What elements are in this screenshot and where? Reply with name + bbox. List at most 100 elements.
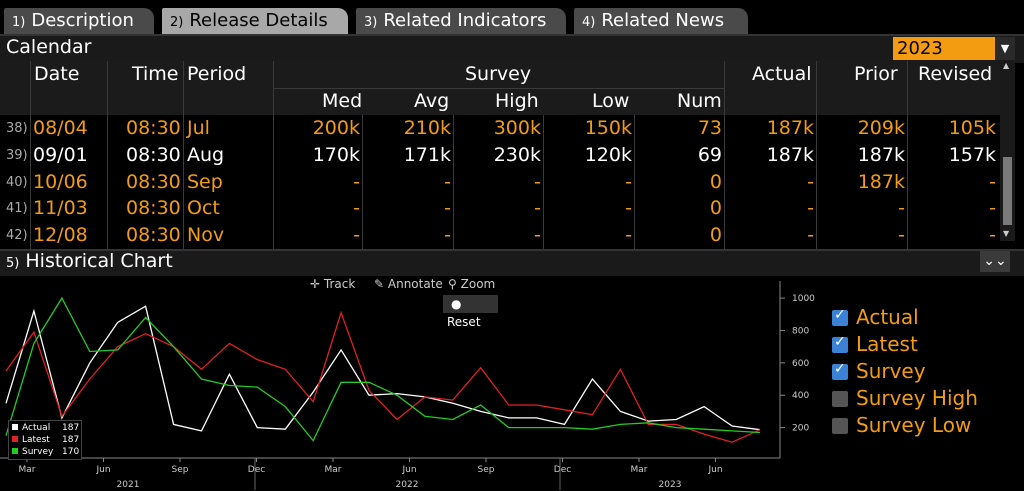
legend-checkbox[interactable]: [832, 418, 848, 434]
legend-item-label[interactable]: Actual: [856, 305, 919, 329]
cell-med: -: [353, 170, 360, 193]
col-high[interactable]: High: [495, 90, 539, 112]
cell-actual: -: [807, 224, 814, 247]
legend-value: 187: [62, 423, 80, 433]
reset-button[interactable]: ● Reset: [443, 295, 498, 329]
cell-med: -: [353, 197, 360, 220]
legend-checkbox[interactable]: [832, 334, 848, 353]
legend-item-label[interactable]: Latest: [856, 332, 918, 356]
x-tick-label: Mar: [19, 465, 36, 475]
chevron-down-icon[interactable]: ▼: [995, 37, 1015, 60]
scroll-up-icon[interactable]: ▲: [1003, 61, 1010, 70]
tab-number: 2): [170, 15, 184, 30]
cell-prior: 187k: [857, 170, 905, 193]
x-tick-label: Mar: [631, 465, 648, 475]
cell-period: Nov: [187, 224, 225, 247]
col-time[interactable]: Time: [132, 63, 179, 85]
cell-n: 39): [6, 147, 28, 163]
x-tick-label: Sep: [478, 465, 495, 475]
x-tick-label: Sep: [172, 465, 189, 475]
series-line-actual: [5, 305, 761, 432]
legend-item-label[interactable]: Survey High: [856, 386, 978, 410]
cell-n: 42): [6, 228, 28, 244]
col-prior[interactable]: Prior: [854, 63, 898, 85]
cell-date: 09/01: [33, 143, 88, 166]
legend-checkbox[interactable]: [832, 391, 848, 407]
track-button[interactable]: ✛ Track: [310, 277, 355, 291]
col-date[interactable]: Date: [34, 63, 80, 85]
year-label: 2023: [659, 480, 682, 490]
table-row[interactable]: 40) 10/06 08:30 Sep - - - - 0 - 187k -: [0, 169, 1000, 196]
table-row[interactable]: 39) 09/01 08:30 Aug 170k 171k 230k 120k 69 187k 18…: [0, 142, 1000, 169]
y-tick-label: 200: [792, 424, 809, 434]
cell-avg: -: [444, 170, 451, 193]
year-select[interactable]: 2023: [893, 37, 995, 60]
legend-checkbox[interactable]: [832, 307, 848, 326]
table-scrollbar[interactable]: ▲ ▼: [1000, 61, 1015, 241]
x-tick-label: Mar: [325, 465, 342, 475]
zoom-button[interactable]: ⚲ Zoom: [448, 277, 495, 291]
cell-med: -: [353, 224, 360, 247]
cell-date: 10/06: [33, 170, 88, 193]
col-survey: Survey: [465, 63, 532, 85]
table-row[interactable]: 42) 12/08 08:30 Nov - - - - 0 - - -: [0, 222, 1000, 249]
tab-related-news[interactable]: 4) Related News: [574, 8, 748, 34]
col-avg[interactable]: Avg: [414, 90, 450, 112]
cell-period: Sep: [187, 170, 223, 193]
cell-low: -: [625, 170, 632, 193]
collapse-chevron-icon[interactable]: ⌄⌄: [980, 251, 1010, 272]
reset-icon: ●: [451, 297, 462, 311]
cell-high: 300k: [493, 117, 541, 139]
legend-value: 170: [62, 447, 80, 457]
cell-actual: 187k: [766, 143, 814, 166]
scroll-down-icon[interactable]: ▼: [1003, 229, 1010, 238]
tab-bar: 1) Description 2) Release Details 3) Relate…: [0, 0, 1024, 34]
cell-num: 73: [697, 117, 722, 139]
table-row[interactable]: 41) 11/03 08:30 Oct - - - - 0 - - -: [0, 195, 1000, 222]
tab-release-details[interactable]: 2) Release Details: [162, 8, 348, 34]
cell-time: 08:30: [126, 197, 181, 220]
inner-legend-item: Latest 187: [12, 435, 79, 445]
cell-low: -: [625, 224, 632, 247]
historical-line-chart[interactable]: 200 400 600 800 1000 Mar Jun Sep Dec Mar Jun Sep Dec…: [0, 276, 820, 491]
y-tick-label: 800: [792, 326, 809, 336]
tab-label: Related News: [601, 10, 725, 31]
y-tick-label: 600: [792, 359, 809, 369]
col-num[interactable]: Num: [677, 90, 722, 112]
legend-item-label[interactable]: Survey Low: [856, 413, 972, 437]
col-low[interactable]: Low: [592, 90, 630, 112]
inner-legend-item: Actual 187: [12, 423, 79, 433]
cell-num: 0: [709, 224, 722, 247]
cell-prior: -: [898, 197, 905, 220]
col-med[interactable]: Med: [322, 90, 363, 112]
tab-description[interactable]: 1) Description: [4, 8, 154, 34]
cell-time: 08:30: [126, 117, 181, 139]
col-period[interactable]: Period: [187, 63, 247, 85]
year-label: 2022: [396, 480, 419, 490]
historical-chart-title: 5) Historical Chart: [6, 250, 173, 272]
zoom-label: Zoom: [460, 277, 496, 291]
tab-related-indicators[interactable]: 3) Related Indicators: [356, 8, 566, 34]
cell-actual: 187k: [766, 117, 814, 139]
legend-label: Survey: [22, 447, 54, 457]
legend-swatch: [12, 448, 18, 454]
year-label: 2021: [117, 480, 140, 490]
cell-period: Oct: [187, 197, 220, 220]
series-line-latest: [5, 310, 761, 443]
scrollbar-thumb[interactable]: [1003, 157, 1012, 225]
cell-num: 0: [709, 197, 722, 220]
cell-low: 150k: [584, 117, 632, 139]
cell-revised: 105k: [948, 117, 996, 139]
col-revised[interactable]: Revised: [918, 63, 993, 85]
col-actual[interactable]: Actual: [752, 63, 812, 85]
annotate-button[interactable]: ✎ Annotate: [374, 277, 443, 291]
cell-avg: 171k: [403, 143, 451, 166]
cell-low: 120k: [584, 143, 632, 166]
cell-n: 38): [6, 121, 28, 136]
legend-item-label[interactable]: Survey: [856, 359, 926, 383]
table-row[interactable]: 38) 08/04 08:30 Jul 200k 210k 300k 150k 73 187k 20…: [0, 115, 1000, 142]
legend-swatch: [12, 424, 18, 430]
legend-checkbox[interactable]: [832, 361, 848, 380]
cell-n: 41): [6, 201, 28, 217]
cell-avg: -: [444, 197, 451, 220]
